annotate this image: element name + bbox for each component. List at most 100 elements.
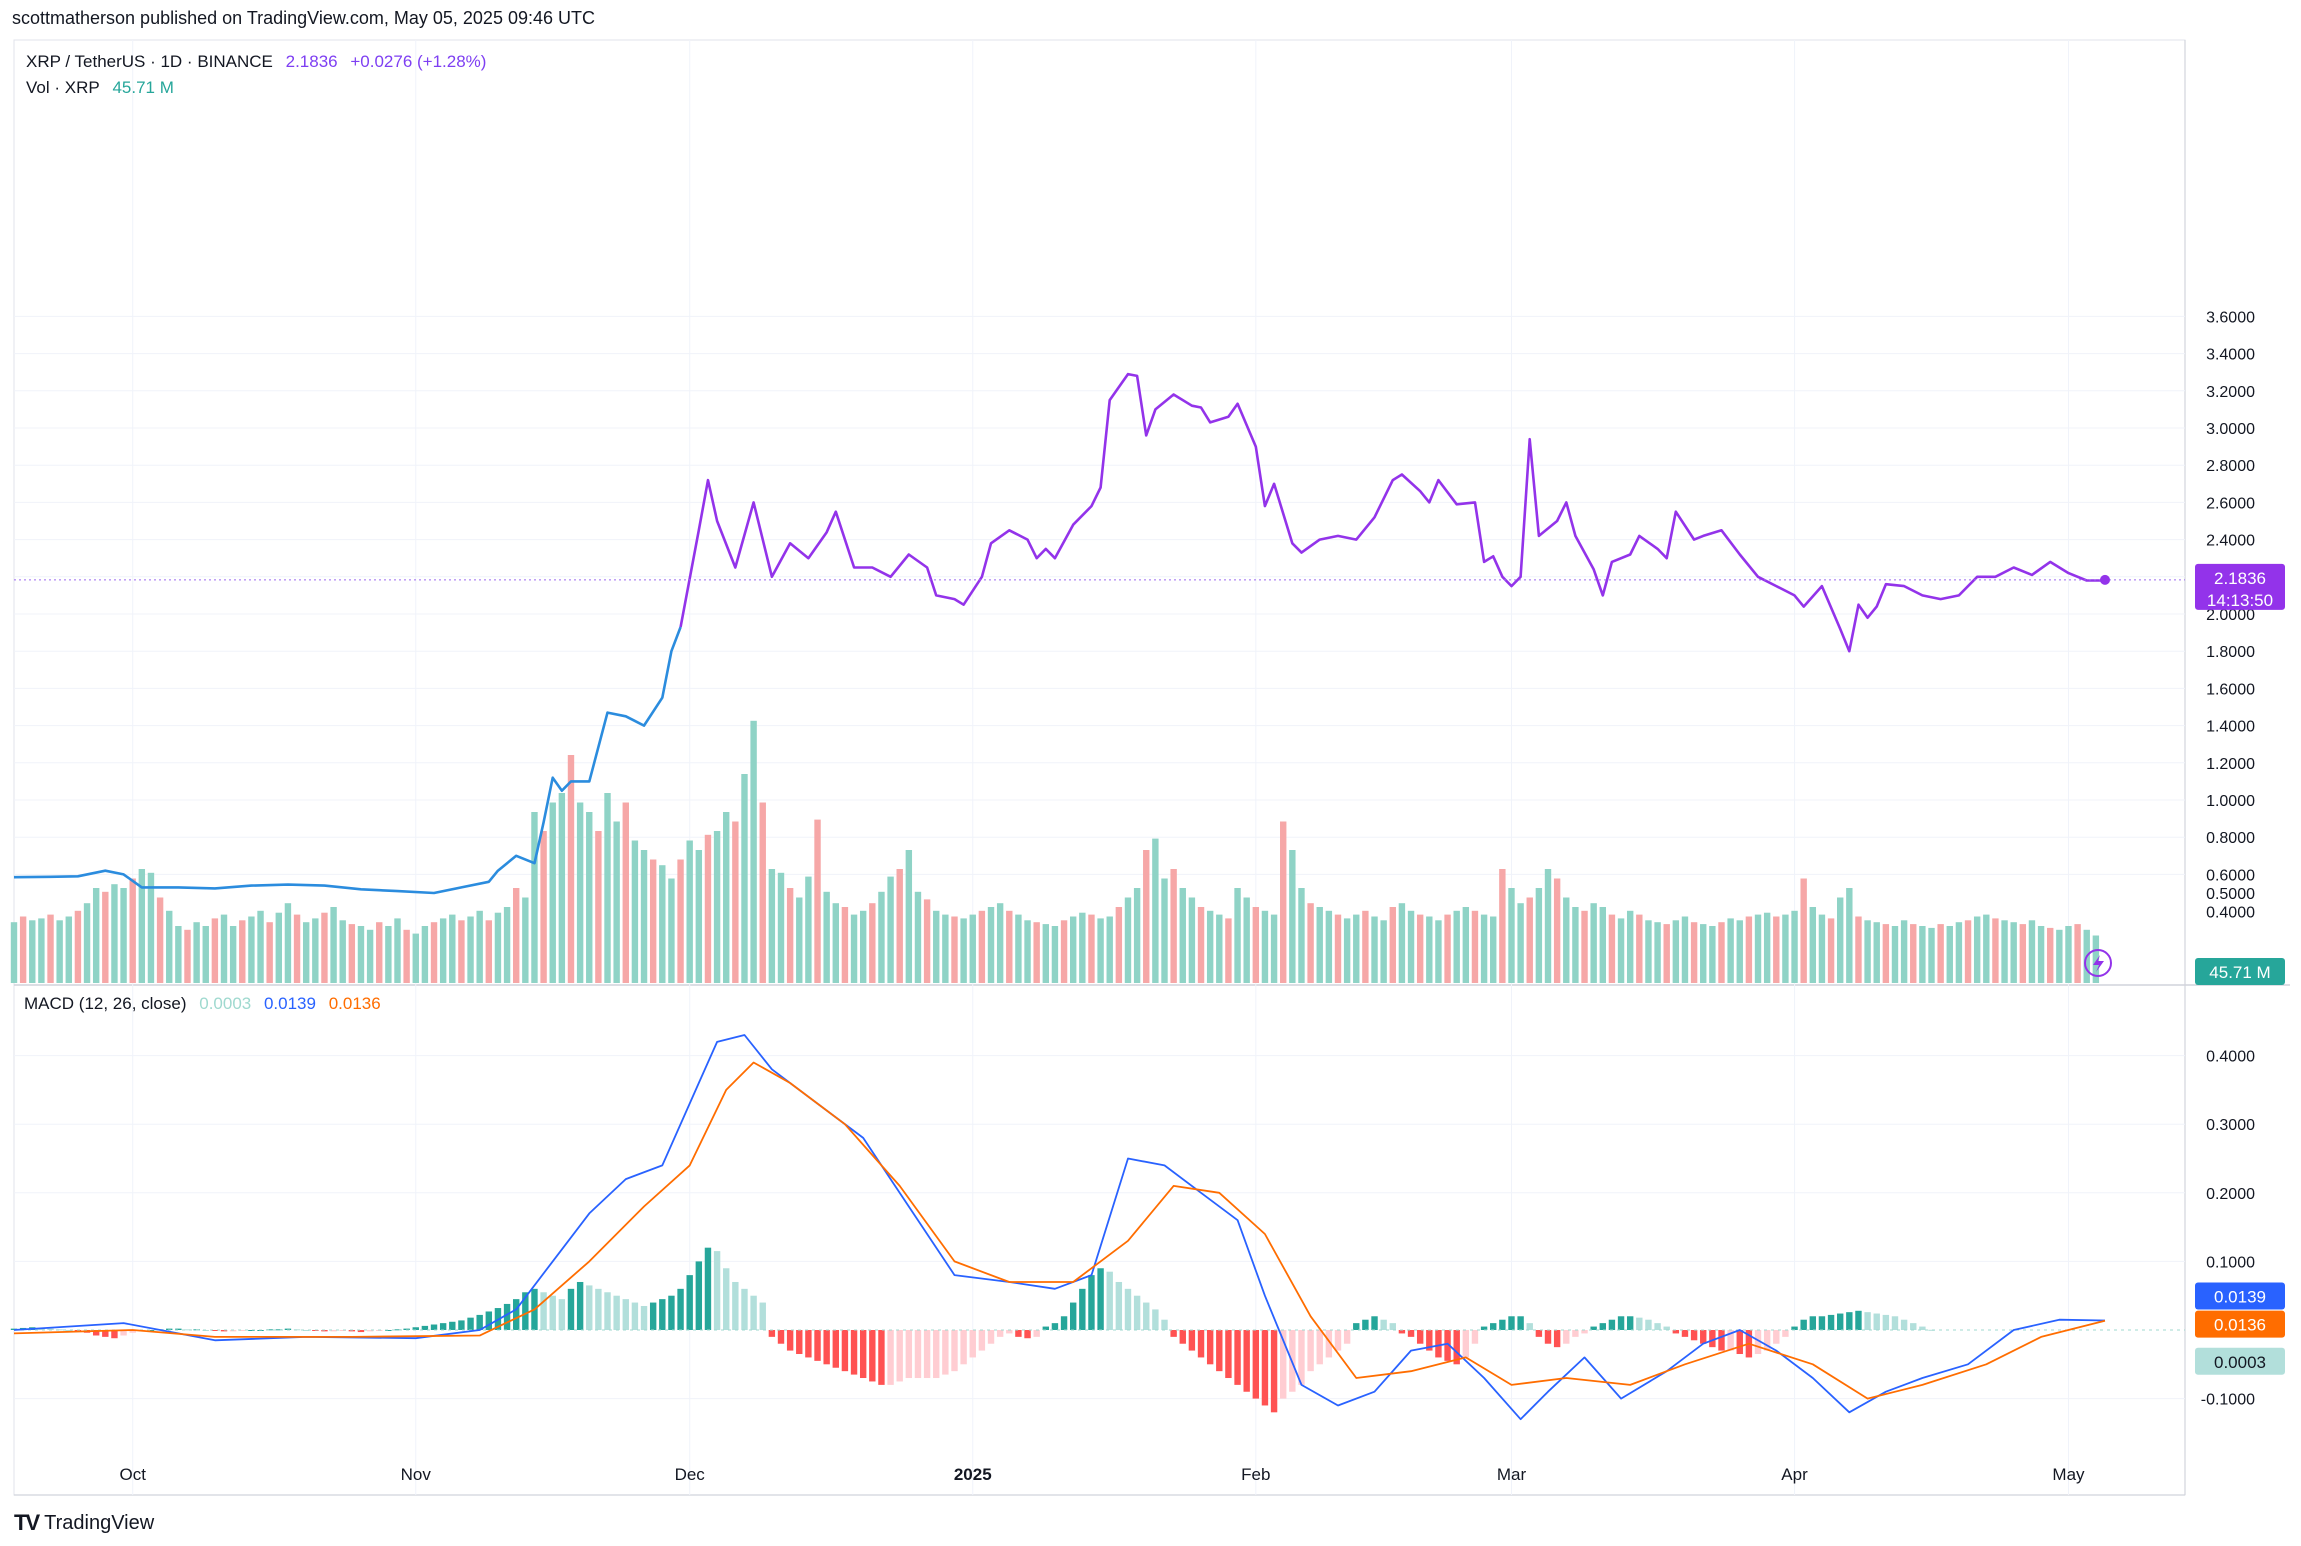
macd-hist-bar (1033, 1330, 1040, 1337)
volume-bar (586, 812, 593, 983)
macd-hist-bar (759, 1302, 766, 1330)
volume-bar (942, 914, 949, 983)
macd-hist-bar (65, 1330, 72, 1331)
macd-hist-bar (1106, 1271, 1113, 1330)
volume-bar (1563, 897, 1570, 983)
macd-hist-bar (1681, 1330, 1689, 1337)
volume-bar (485, 920, 493, 983)
volume-bar (1435, 920, 1442, 983)
volume-bar (1937, 924, 1944, 983)
volume-bar (211, 918, 219, 983)
macd-hist-bar (996, 1330, 1004, 1337)
macd-hist-bar (914, 1330, 922, 1379)
volume-bar (1161, 878, 1168, 983)
volume-bar (1069, 916, 1077, 983)
volume-bar (996, 903, 1004, 983)
macd-hist-bar (129, 1330, 136, 1333)
macd-legend[interactable]: MACD (12, 26, close) 0.0003 0.0139 0.013… (24, 994, 389, 1014)
macd-hist-bar (695, 1261, 703, 1330)
macd-hist-bar (1051, 1323, 1059, 1330)
macd-hist-bar (659, 1299, 666, 1330)
macd-hist-bar (1499, 1319, 1506, 1330)
volume-bar (1188, 897, 1196, 983)
last-price-badge-text: 2.1836 (2214, 569, 2266, 588)
macd-hist-bar (120, 1330, 127, 1336)
volume-bar (978, 910, 986, 983)
signal-badge (2195, 1310, 2285, 1338)
macd-hist-bar (1197, 1330, 1205, 1358)
volume-bar (312, 918, 319, 983)
volume-bar (905, 850, 913, 983)
volume-bar (1097, 918, 1104, 983)
volume-bar (1727, 918, 1734, 983)
macd-hist-bar (1069, 1302, 1077, 1330)
volume-bar (1964, 920, 1972, 983)
macd-hist-bar (1700, 1330, 1707, 1344)
volume-bar (102, 891, 109, 983)
volume-bar (686, 840, 693, 983)
volume-bar (1946, 926, 1953, 983)
volume-bar (1809, 907, 1817, 983)
macd-hist-bar (640, 1305, 648, 1330)
macd-hist-bar (1115, 1281, 1123, 1330)
macd-hist-bar (960, 1330, 967, 1365)
price-line-lower (13, 626, 682, 895)
macd-hist-badge-text: 0.0003 (2214, 1353, 2266, 1372)
volume-bar (1307, 903, 1314, 983)
volume-bar (1261, 910, 1269, 983)
macd-hist-bar (111, 1330, 118, 1339)
macd-hist-bar (1252, 1330, 1260, 1399)
volume-bar (138, 869, 146, 983)
volume-bar (302, 922, 310, 983)
volume-bar (1462, 907, 1470, 983)
macd-hist-bar (1270, 1330, 1278, 1413)
volume-bar (1216, 914, 1223, 983)
macd-hist-bar (1636, 1317, 1643, 1330)
volume-bar (1690, 922, 1698, 983)
macd-hist-bar (796, 1330, 803, 1355)
macd-hist-bar (421, 1325, 429, 1330)
volume-bar (1672, 920, 1680, 983)
volume-legend[interactable]: Vol · XRP 45.71 M (26, 78, 182, 98)
macd-hist-bar (1590, 1326, 1597, 1330)
macd-hist-bar (56, 1329, 63, 1331)
macd-hist-bar (220, 1330, 228, 1332)
macd-hist-bar (786, 1330, 794, 1351)
volume-bar (2065, 926, 2072, 983)
macd-hist-bar (476, 1314, 483, 1330)
time-axis-label: Oct (119, 1465, 146, 1484)
symbol-legend[interactable]: XRP / TetherUS · 1D · BINANCE 2.1836 +0.… (26, 52, 494, 72)
macd-hist-bar (1124, 1288, 1132, 1330)
macd-hist-bar (1042, 1326, 1050, 1330)
volume-bar (166, 910, 173, 983)
volume-bar (366, 929, 374, 983)
volume-bar (1864, 920, 1871, 983)
volume-bar (1325, 910, 1333, 983)
volume-bar (1608, 914, 1616, 983)
volume-bar (129, 878, 136, 983)
macd-hist-bar (1572, 1330, 1579, 1337)
volume-bar (640, 850, 648, 983)
volume-bar (1225, 918, 1232, 983)
volume-bar (1928, 927, 1935, 983)
tradingview-brand[interactable]: TV TradingView (14, 1510, 154, 1536)
macd-hist-bar (595, 1288, 602, 1330)
macd-hist-bar (1882, 1314, 1890, 1330)
price-axis-label: 0.4000 (2206, 905, 2255, 922)
macd-hist-bar (1544, 1330, 1552, 1344)
price-axis-label: 2.8000 (2206, 458, 2255, 475)
macd-hist-bar (549, 1295, 556, 1330)
volume-bar (732, 821, 739, 983)
price-axis-label: 1.0000 (2206, 793, 2255, 810)
volume-bar (376, 922, 383, 983)
macd-hist-bar (357, 1330, 365, 1333)
volume-bar (1773, 916, 1780, 983)
macd-hist-bar (430, 1324, 438, 1330)
macd-hist-bar (896, 1330, 903, 1382)
volume-bar (275, 912, 282, 983)
price-axis-label: 0.6000 (2206, 867, 2255, 884)
last-price-dot (2100, 574, 2110, 585)
macd-axis-label: 0.3000 (2206, 1117, 2255, 1134)
macd-hist-bar (503, 1303, 511, 1330)
